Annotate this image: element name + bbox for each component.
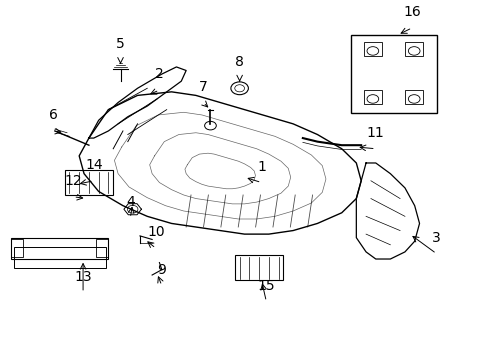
Text: 8: 8 xyxy=(235,55,244,69)
Text: 6: 6 xyxy=(49,108,58,122)
Text: 11: 11 xyxy=(366,126,384,140)
Text: 15: 15 xyxy=(257,279,275,293)
Text: 5: 5 xyxy=(116,37,124,51)
Text: 12: 12 xyxy=(64,174,82,188)
Bar xyxy=(11,238,108,259)
Text: 16: 16 xyxy=(403,5,420,19)
Text: 1: 1 xyxy=(257,159,265,174)
Bar xyxy=(351,35,436,113)
Bar xyxy=(14,247,106,268)
Bar xyxy=(404,90,423,104)
Text: 13: 13 xyxy=(74,270,92,284)
Text: 7: 7 xyxy=(199,80,207,94)
Text: 2: 2 xyxy=(155,67,163,81)
Text: 4: 4 xyxy=(125,195,134,209)
Bar xyxy=(363,90,381,104)
Bar xyxy=(363,42,381,56)
Text: 9: 9 xyxy=(157,263,166,277)
Text: 14: 14 xyxy=(85,158,102,172)
Bar xyxy=(96,239,108,257)
Text: 10: 10 xyxy=(147,225,164,239)
Bar xyxy=(404,42,423,56)
Text: 3: 3 xyxy=(431,231,440,245)
Bar xyxy=(234,256,283,280)
Bar xyxy=(11,239,23,257)
Bar xyxy=(64,170,113,195)
